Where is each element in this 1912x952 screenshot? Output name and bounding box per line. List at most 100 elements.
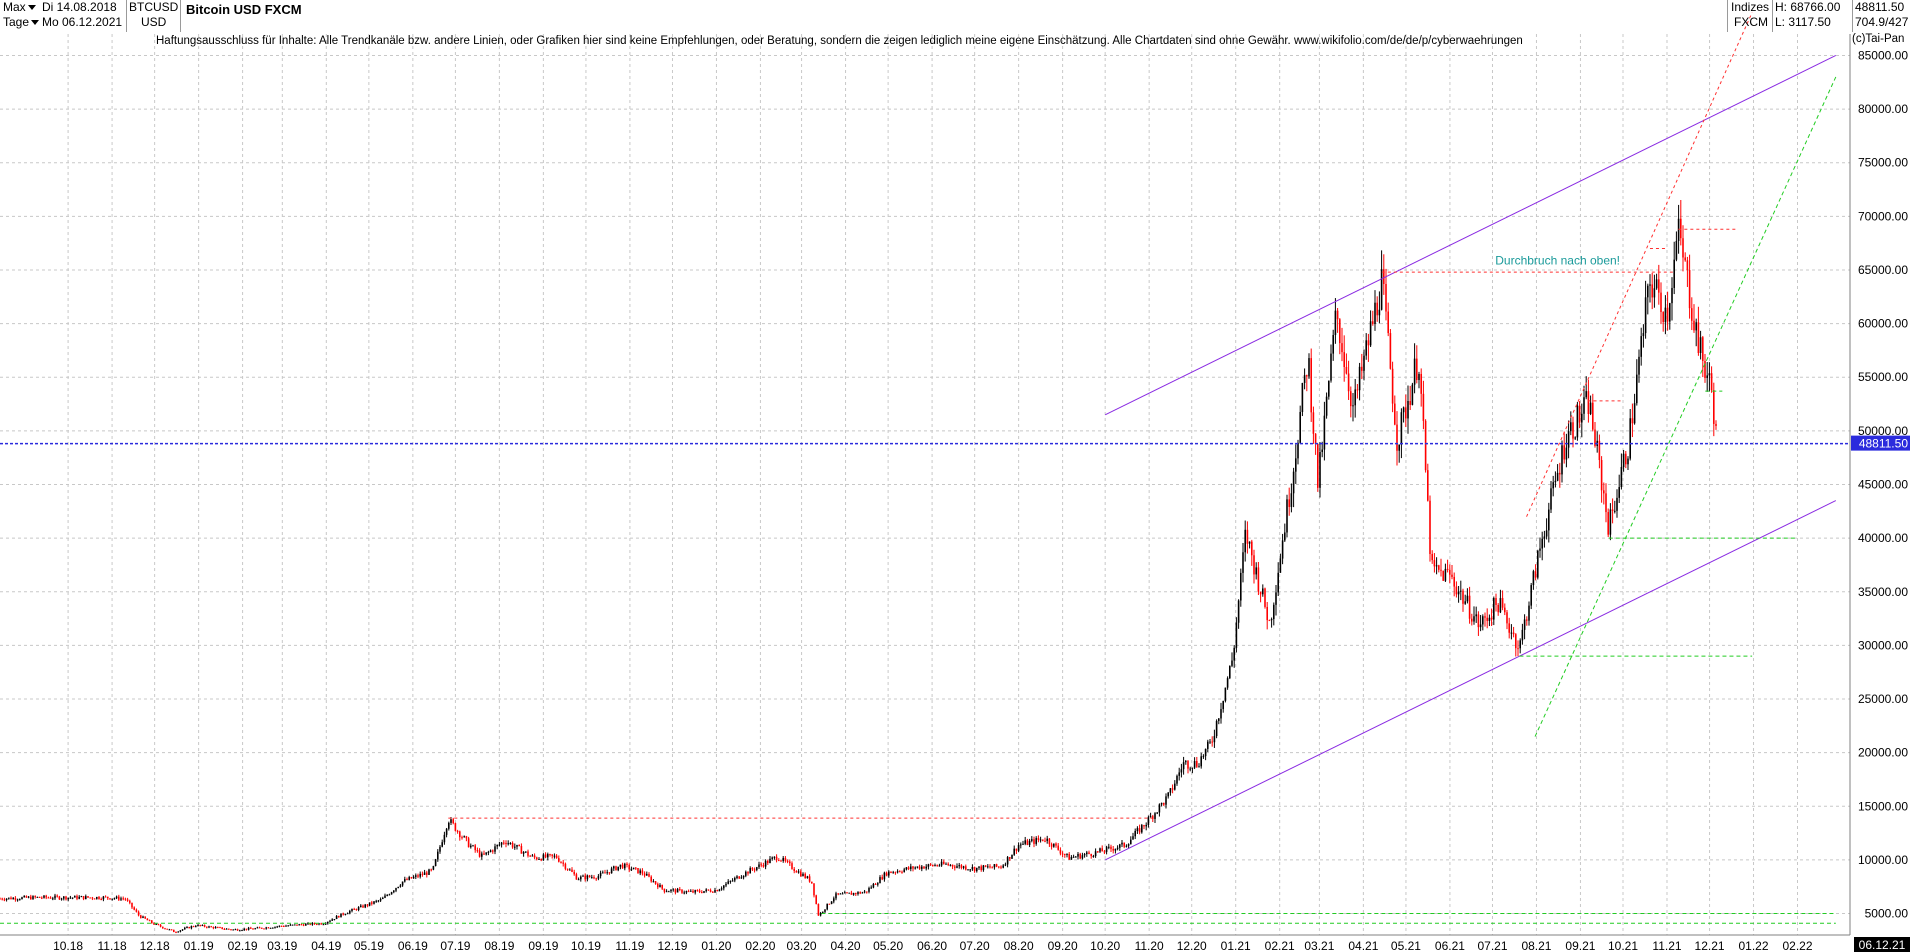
candle-body: [49, 897, 52, 899]
candle-body: [892, 872, 894, 874]
candle-body: [844, 892, 846, 894]
candle-body: [813, 883, 815, 896]
x-tick-label: 12.21: [1695, 939, 1725, 952]
candle-body: [630, 869, 633, 871]
candle-body: [333, 919, 336, 921]
candle-body: [604, 872, 606, 874]
candle-body: [758, 864, 760, 868]
candle-body: [124, 898, 127, 900]
candle-body: [360, 905, 362, 908]
candle-body: [1268, 620, 1271, 622]
candle-body: [1213, 736, 1216, 743]
date-to[interactable]: Mo 06.12.2021: [42, 15, 123, 29]
candle-body: [1574, 437, 1576, 439]
date-from[interactable]: Di 14.08.2018: [42, 0, 117, 14]
candle-body: [309, 923, 311, 925]
candle-body: [221, 927, 223, 929]
candle-body: [1204, 748, 1207, 757]
candle-body: [745, 871, 747, 876]
candle-body: [1389, 333, 1392, 369]
candle-body: [852, 893, 855, 895]
candle-body: [344, 913, 347, 915]
candle-body: [241, 930, 243, 932]
candle-body: [1160, 802, 1163, 805]
candle-body: [859, 892, 861, 894]
x-tick-label: 01.19: [184, 939, 214, 952]
candle-body: [1666, 307, 1669, 322]
candle-body: [1094, 851, 1097, 857]
x-tick-label: 11.18: [98, 939, 127, 952]
candle-body: [718, 889, 721, 892]
candle-body: [258, 927, 261, 929]
candle-body: [1603, 490, 1605, 494]
candle-body: [1446, 568, 1449, 570]
candle-body: [1552, 482, 1554, 489]
candle-body: [1101, 848, 1103, 852]
candle-body: [320, 923, 322, 925]
candle-body: [1708, 373, 1711, 376]
candle-body: [602, 872, 604, 874]
candle-body: [1715, 423, 1717, 426]
candle-body: [522, 852, 525, 854]
candle-body: [1163, 802, 1165, 805]
candle-body: [747, 871, 749, 874]
candle-body: [1191, 767, 1194, 769]
candle-body: [665, 891, 668, 893]
candle-body: [659, 884, 661, 888]
candle-body: [0, 898, 1, 900]
candle-body: [1246, 529, 1249, 544]
candle-body: [793, 868, 795, 871]
candle-body: [115, 896, 118, 899]
candle-body: [943, 861, 945, 864]
interval-select[interactable]: Tage: [3, 15, 41, 30]
candle-body: [1026, 840, 1029, 845]
candle-body: [135, 909, 138, 912]
candle-body: [120, 898, 122, 900]
candle-body: [1374, 302, 1376, 324]
x-tick-label: 08.19: [484, 939, 514, 952]
period-select[interactable]: Max: [3, 0, 38, 15]
candle-body: [452, 819, 454, 824]
candle-body: [1548, 509, 1550, 531]
candle-body: [1411, 384, 1414, 405]
candle-body: [1534, 571, 1537, 578]
candle-body: [247, 927, 250, 930]
candle-body: [938, 865, 941, 867]
candle-body: [1000, 866, 1002, 868]
y-tick-label: 75000.00: [1858, 156, 1908, 170]
candle-body: [1607, 512, 1609, 535]
candle-body: [1506, 612, 1508, 624]
candle-body: [23, 895, 25, 898]
x-tick-label: 09.19: [528, 939, 558, 952]
candle-body: [38, 896, 41, 898]
candle-body: [993, 864, 996, 868]
candle-body: [855, 893, 857, 895]
candle-body: [1215, 720, 1218, 737]
y-tick-label: 30000.00: [1858, 638, 1908, 652]
candle-body: [170, 929, 173, 931]
candle-body: [1, 898, 3, 900]
candle-body: [179, 930, 182, 932]
candle-body: [1405, 407, 1407, 419]
candle-body: [113, 898, 116, 900]
candle-body: [516, 844, 518, 847]
candle-body: [432, 866, 435, 870]
x-tick-label: 11.20: [1135, 939, 1164, 952]
candle-body: [1090, 853, 1092, 857]
candle-body: [709, 890, 712, 892]
candle-body: [584, 875, 586, 880]
candle-body: [1251, 541, 1253, 556]
candle-body: [357, 907, 360, 910]
candle-body: [1306, 375, 1308, 377]
candle-body: [800, 871, 802, 877]
candle-body: [560, 861, 562, 863]
candle-body: [85, 896, 87, 900]
candle-body: [1495, 598, 1497, 605]
candle-body: [586, 875, 589, 880]
candle-body: [126, 899, 129, 901]
candle-body: [1222, 700, 1224, 710]
x-tick-label: 03.21: [1304, 939, 1334, 952]
candle-body: [727, 881, 729, 884]
candle-body: [973, 867, 976, 872]
